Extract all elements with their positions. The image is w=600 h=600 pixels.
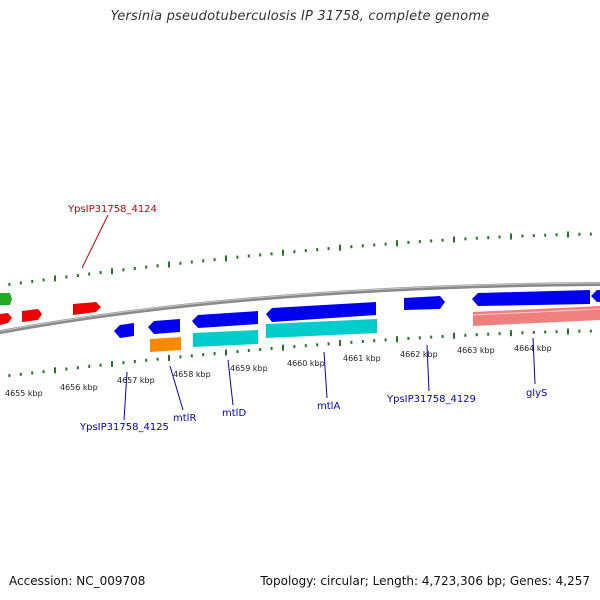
gene-labels: YpsIP31758_4124 YpsIP31758_4125 mtlR mtl…	[67, 204, 547, 433]
leader-4129	[426, 344, 430, 392]
leader-glys	[532, 337, 536, 385]
tick-label-4658: 4658 kbp	[173, 370, 211, 379]
leader-mtlr	[169, 365, 184, 411]
forward-strand-features	[0, 290, 600, 315]
gene-label-4124[interactable]: YpsIP31758_4124	[67, 204, 157, 215]
gene-label-mtld[interactable]: mtlD	[222, 408, 246, 419]
cyan-feature-mtla[interactable]	[266, 319, 377, 338]
leader-4124	[81, 214, 109, 269]
orange-feature[interactable]	[150, 337, 181, 352]
gene-label-mtlr[interactable]: mtlR	[173, 413, 196, 424]
tick-label-4657: 4657 kbp	[117, 376, 155, 385]
pink-feature-glys[interactable]	[473, 306, 600, 326]
tick-label-4661: 4661 kbp	[343, 354, 381, 363]
accession-text: Accession: NC_009708	[9, 574, 146, 588]
genome-backbone	[0, 282, 600, 335]
tick-label-4660: 4660 kbp	[287, 359, 325, 368]
outer-tick-ring	[8, 231, 592, 286]
leader-mtld	[227, 359, 234, 406]
tick-label-4659: 4659 kbp	[230, 364, 268, 373]
blue-gene-mtla[interactable]	[266, 302, 376, 322]
label-leaders	[81, 214, 536, 421]
red-feature-a[interactable]	[0, 313, 12, 325]
inner-tick-ring	[8, 328, 592, 378]
tick-label-4664: 4664 kbp	[514, 344, 552, 353]
red-feature-4124[interactable]	[73, 302, 101, 315]
tick-label-4662: 4662 kbp	[400, 350, 438, 359]
genome-title: Yersinia pseudotuberculosis IP 31758, co…	[110, 9, 490, 24]
tick-label-4663: 4663 kbp	[457, 346, 495, 355]
reverse-strand-features	[0, 302, 600, 352]
green-feature[interactable]	[0, 293, 12, 305]
gene-label-mtla[interactable]: mtlA	[317, 401, 340, 412]
blue-gene-4125[interactable]	[114, 323, 134, 338]
blue-gene-glys-a[interactable]	[472, 290, 590, 306]
gene-label-glys[interactable]: glyS	[526, 388, 547, 399]
leader-mtla	[323, 351, 328, 399]
genome-backbone-highlight	[0, 282, 600, 332]
blue-gene-glys-b[interactable]	[591, 290, 600, 302]
leader-4125	[123, 371, 128, 421]
tick-labels: 4655 kbp 4656 kbp 4657 kbp 4658 kbp 4659…	[5, 344, 552, 398]
gene-label-4125[interactable]: YpsIP31758_4125	[79, 422, 169, 433]
gene-label-4129[interactable]: YpsIP31758_4129	[386, 394, 476, 405]
blue-gene-4129[interactable]	[404, 296, 445, 310]
cyan-feature-mtld[interactable]	[193, 330, 258, 347]
blue-gene-mtld[interactable]	[192, 311, 258, 328]
tick-label-4655: 4655 kbp	[5, 389, 43, 398]
red-feature-b[interactable]	[22, 309, 42, 322]
pink-feature-highlight	[472, 308, 600, 316]
tick-label-4656: 4656 kbp	[60, 383, 98, 392]
blue-gene-mtlr[interactable]	[148, 319, 180, 334]
genome-summary-text: Topology: circular; Length: 4,723,306 bp…	[260, 574, 590, 588]
